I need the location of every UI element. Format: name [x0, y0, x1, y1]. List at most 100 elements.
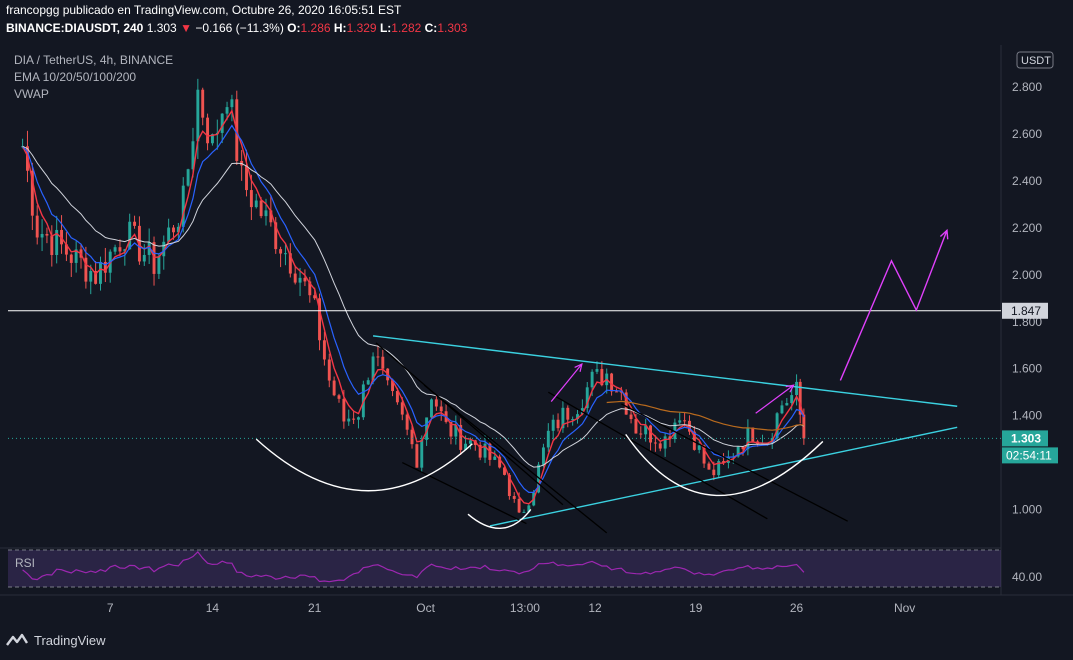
price-tick-label: 1.400 [1012, 409, 1042, 423]
rounded-bottom-arc [255, 438, 473, 492]
candle [410, 429, 414, 445]
candle [50, 235, 54, 256]
candle [668, 436, 672, 440]
candle [249, 190, 253, 208]
time-tick-label: 7 [107, 601, 114, 615]
candle [332, 380, 336, 396]
time-tick-label: 21 [308, 601, 322, 615]
candle [181, 185, 185, 227]
price-tick-label: 2.400 [1012, 174, 1042, 188]
open-value: 1.286 [300, 21, 331, 35]
candle [775, 413, 779, 439]
ema-50-line [22, 145, 805, 468]
trendline-resistance [372, 335, 958, 407]
time-tick-label: Nov [894, 601, 915, 615]
candle [118, 247, 122, 252]
tradingview-brand[interactable]: TradingView [6, 632, 106, 648]
candle [128, 221, 132, 250]
tradingview-logo-icon [6, 633, 28, 646]
candle [795, 381, 799, 396]
candle [473, 440, 477, 446]
ema-20-line [22, 124, 805, 493]
candle [571, 419, 575, 421]
candle [318, 298, 321, 341]
candle [678, 420, 682, 423]
candle [619, 391, 623, 393]
open-label: O: [287, 21, 301, 35]
candle [167, 227, 171, 242]
candle [391, 380, 395, 392]
candle [30, 170, 34, 216]
candle [629, 414, 633, 420]
ema-10-line [21, 109, 805, 505]
time-tick-label: 13:00 [510, 601, 540, 615]
candle [493, 456, 497, 460]
brand-label: TradingView [34, 632, 106, 648]
candle [498, 456, 502, 468]
candle [245, 165, 248, 191]
candle [503, 467, 506, 475]
hline-price-label: 1.847 [1011, 304, 1041, 318]
candle [415, 444, 419, 468]
candle [566, 407, 570, 420]
candle [283, 253, 287, 255]
candle [741, 446, 745, 450]
candle [683, 420, 687, 422]
candle [142, 254, 146, 262]
candle [172, 227, 175, 233]
price-tick-label: 2.800 [1012, 80, 1042, 94]
candle [468, 440, 472, 444]
currency-badge [1016, 51, 1054, 69]
candle [449, 421, 453, 437]
projection-arrow-head [939, 228, 949, 240]
candle [649, 425, 652, 443]
candle [69, 254, 73, 263]
impulse-arrow-1-head [574, 362, 583, 372]
candle [113, 247, 117, 252]
legend-vwap[interactable]: VWAP [14, 87, 49, 101]
candle [712, 469, 716, 476]
candle [35, 215, 39, 238]
time-tick-label: 19 [689, 601, 703, 615]
candle [342, 398, 346, 422]
candle [785, 403, 789, 406]
legend-title[interactable]: DIA / TetherUS, 4h, BINANCE [14, 53, 174, 67]
candle [64, 244, 68, 255]
legend-ema[interactable]: EMA 10/20/50/100/200 [14, 70, 137, 84]
candle [595, 369, 599, 372]
candle [507, 474, 511, 497]
candle [434, 399, 438, 407]
down-arrow-icon: ▼ [180, 21, 192, 35]
candle [517, 498, 521, 513]
candle [220, 113, 224, 133]
price-tick-label: 2.600 [1012, 127, 1042, 141]
candle [512, 496, 516, 499]
candle [802, 414, 806, 439]
price-change: −0.166 (−11.3%) [195, 21, 284, 35]
candle [55, 229, 59, 256]
time-tick-label: 14 [206, 601, 220, 615]
candle [357, 417, 360, 420]
candle [746, 427, 750, 450]
candle [279, 249, 283, 254]
candle [551, 419, 555, 431]
candle [439, 406, 443, 412]
candle [658, 443, 662, 449]
candle [585, 387, 589, 409]
candle [692, 431, 696, 450]
close-label: C: [424, 21, 438, 35]
candle [371, 356, 375, 381]
low-label: L: [379, 21, 392, 35]
candle [798, 381, 802, 415]
candle [264, 210, 268, 217]
candle [580, 408, 584, 415]
price-tick-label: 1.600 [1012, 362, 1042, 376]
low-value: 1.282 [391, 21, 422, 35]
candle [269, 210, 273, 223]
candle [400, 402, 404, 415]
close-value: 1.303 [437, 21, 468, 35]
candle [303, 277, 307, 282]
candle [327, 359, 331, 381]
candle [196, 89, 200, 142]
